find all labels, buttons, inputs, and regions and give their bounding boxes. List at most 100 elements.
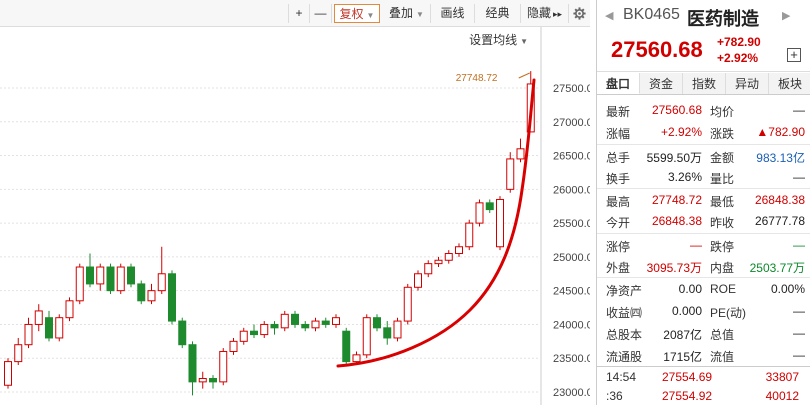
y-tick-label: 25000.0 (553, 252, 590, 264)
quote-label: 最高 (606, 195, 631, 210)
quote-label: 外盘 (606, 261, 631, 276)
quote-label: 净资产 (606, 284, 643, 299)
candle-body (301, 323, 310, 329)
candle-body (352, 354, 361, 363)
quote-row: 流通股 1715亿 流值 — (597, 344, 810, 366)
draw-line-button[interactable]: 画线 (431, 4, 475, 23)
candle-body (475, 202, 484, 224)
quote-value: 2087亿 (663, 327, 702, 342)
hide-label: 隐藏 (526, 6, 551, 20)
candle-body (383, 327, 392, 339)
candle-body (229, 340, 238, 352)
quote-value: 0.000 (671, 303, 702, 318)
tab-funds[interactable]: 资金 (640, 73, 683, 94)
candle-body (137, 283, 146, 302)
quote-value: 0.00 (678, 282, 702, 297)
restore-rights-dropdown[interactable]: 复权 ▼ (334, 4, 380, 23)
quote-label: PE(动) (710, 305, 747, 320)
quote-label: 收益㈣ (606, 305, 643, 320)
tick-volume: 33807 (765, 370, 799, 384)
kline-chart[interactable]: 27500.0 27000.0 26500.0 26000.0 25500.0 25000… (0, 0, 590, 405)
quote-value: — (690, 237, 702, 252)
quote-value: 983.13亿 (756, 150, 805, 165)
candle-body (496, 198, 504, 248)
tab-orderbook[interactable]: 盘口 (597, 73, 640, 94)
quote-value: 26848.38 (651, 214, 702, 229)
quote-label: 跌停 (710, 239, 735, 254)
quote-row: 涨停 — 跌停 — (597, 232, 810, 255)
candle-body (75, 266, 84, 302)
y-tick-label: 24500.0 (553, 286, 590, 298)
candle-body (444, 253, 453, 261)
quote-label: 涨跌 (710, 127, 735, 142)
quote-row: 总手 5599.50万 金额 983.13亿 (597, 143, 810, 166)
candle-body (34, 310, 43, 325)
tick-row: 14:54 27554.69 33807 (597, 367, 810, 386)
tick-row: :36 27554.92 40012 (597, 386, 810, 405)
ma-setting-dropdown[interactable]: 设置均线 ▼ (469, 31, 528, 48)
candle-body (86, 266, 94, 285)
classic-button[interactable]: 经典 (475, 4, 521, 23)
candle-body (414, 273, 422, 288)
candle-body (321, 320, 330, 325)
candle-body (465, 222, 474, 248)
quote-row: 涨幅 +2.92% 涨跌 ▲782.90 (597, 121, 810, 143)
hide-panel-button[interactable]: 隐藏 ▸▸ (521, 4, 569, 23)
y-tick-label: 25500.0 (553, 218, 590, 230)
candle-body (434, 259, 443, 265)
quote-value: 26848.38 (754, 193, 805, 208)
tab-index[interactable]: 指数 (683, 73, 726, 94)
next-stock-arrow-icon[interactable]: ▶ (782, 10, 791, 22)
y-tick-label: 27000.0 (553, 117, 590, 129)
tick-volume: 40012 (765, 389, 799, 403)
quote-label: 昨收 (710, 216, 735, 231)
chart-toolbar: + — 复权 ▼ 叠加 ▼ 画线 经典 隐藏 ▸▸ (0, 0, 590, 27)
quote-row: 今开 26848.38 昨收 26777.78 (597, 210, 810, 232)
candle-body (4, 361, 12, 386)
y-tick-label: 26500.0 (553, 151, 590, 163)
y-tick-label: 26000.0 (553, 184, 590, 196)
price-block: 27560.68 +782.90 +2.92% + (597, 34, 810, 72)
tab-sector[interactable]: 板块 (769, 73, 810, 94)
tick-price: 27554.92 (662, 389, 713, 403)
ma-setting-label: 设置均线 (469, 33, 518, 47)
quote-label: 总手 (606, 150, 631, 165)
tick-time: :36 (606, 389, 623, 403)
tab-movement[interactable]: 异动 (726, 73, 769, 94)
candle-body (250, 330, 258, 336)
candle-body (393, 320, 402, 339)
quote-label: 今开 (606, 216, 631, 231)
gear-icon[interactable] (569, 4, 590, 23)
quote-value: 26777.78 (754, 214, 805, 229)
quote-label: 流通股 (606, 350, 643, 365)
gear-icon-glyph (573, 7, 586, 20)
quote-row: 总股本 2087亿 总值 — (597, 322, 810, 344)
quote-label: ROE (710, 282, 737, 297)
high-marker-arrow (518, 72, 530, 79)
y-tick-label: 23500.0 (553, 353, 590, 365)
zoom-in-button[interactable]: + (288, 4, 310, 23)
quote-row: 外盘 3095.73万 内盘 2503.77万 (597, 255, 810, 277)
last-price: 27560.68 (611, 37, 703, 62)
prev-stock-arrow-icon[interactable]: ◀ (605, 10, 614, 22)
candle-body (127, 266, 135, 285)
quote-label: 量比 (710, 171, 735, 186)
overlay-label: 叠加 (389, 6, 414, 20)
quote-value: — (793, 103, 805, 117)
zoom-out-button[interactable]: — (310, 4, 332, 23)
candle-body (362, 317, 371, 356)
candle-body (106, 266, 115, 292)
quote-value: — (793, 325, 805, 340)
quote-value: +2.92% (660, 125, 702, 140)
candle-body (198, 377, 207, 383)
candle-body (270, 323, 279, 329)
candle-body (332, 317, 340, 325)
add-watchlist-button[interactable]: + (787, 48, 801, 62)
candle-body (14, 344, 23, 363)
candle-body (516, 148, 525, 160)
overlay-dropdown[interactable]: 叠加 ▼ (383, 4, 431, 23)
y-tick-label: 24000.0 (553, 319, 590, 331)
quote-label: 内盘 (710, 261, 735, 276)
candle-body (342, 330, 351, 363)
stock-header: ◀ BK0465 医药制造 ▶ (597, 0, 810, 34)
